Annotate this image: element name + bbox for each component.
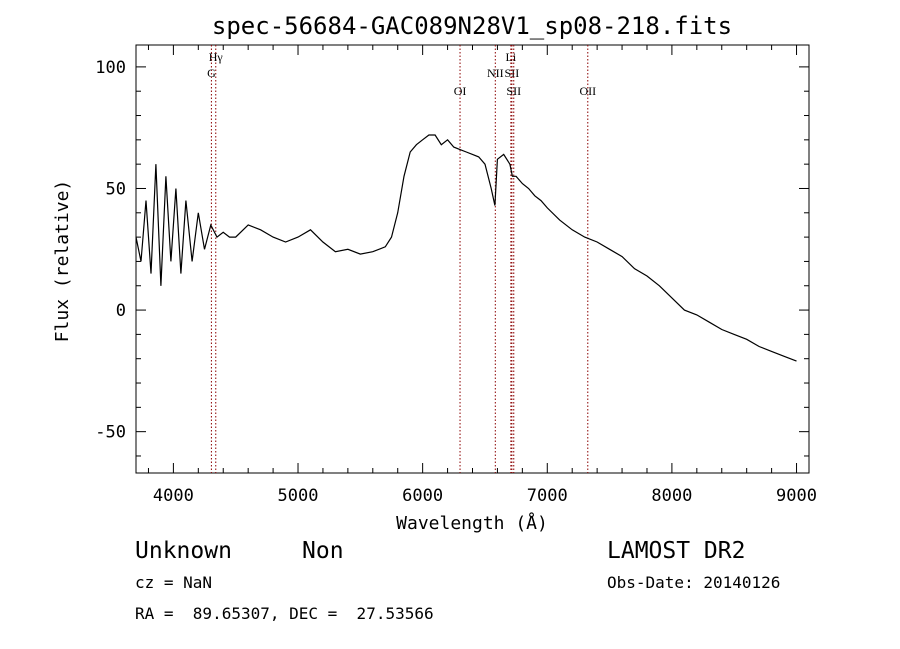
marker-label: SII (506, 84, 521, 98)
y-tick-label: -50 (95, 423, 126, 443)
spectrum-series (135, 134, 797, 362)
x-tick-label: 8000 (651, 486, 692, 506)
x-tick-label: 6000 (402, 486, 443, 506)
x-tick-label: 4000 (153, 486, 194, 506)
y-tick-label: 100 (95, 58, 126, 78)
marker-label: Li (506, 50, 517, 64)
y-axis-label: Flux (relative) (52, 180, 73, 343)
marker-label: Hγ (209, 50, 224, 64)
y-tick-label: 0 (116, 301, 126, 321)
coordinates: RA = 89.65307, DEC = 27.53566 (135, 604, 434, 623)
marker-label: G (207, 66, 216, 80)
x-axis-label: Wavelength (Å) (396, 512, 548, 534)
spectrum-line (135, 134, 797, 362)
plot-frame (135, 44, 810, 474)
survey-name: LAMOST DR2 (607, 538, 746, 564)
redshift-cz: cz = NaN (135, 573, 213, 592)
object-subclass: Non (302, 538, 344, 564)
chart-title: spec-56684-GAC089N28V1_sp08-218.fits (212, 12, 732, 40)
marker-label: SII (505, 66, 520, 80)
object-class: Unknown (135, 538, 232, 564)
obs-date: Obs-Date: 20140126 (607, 573, 781, 592)
marker-label: NII (487, 66, 504, 80)
x-tick-label: 5000 (278, 486, 319, 506)
marker-label: OII (579, 84, 596, 98)
marker-label: OI (454, 84, 467, 98)
x-tick-label: 9000 (776, 486, 817, 506)
x-tick-label: 7000 (527, 486, 568, 506)
y-tick-label: 50 (106, 179, 126, 199)
axis-ticks: 4000 5000 6000 7000 8000 9000 -50 0 50 100 (95, 45, 817, 506)
